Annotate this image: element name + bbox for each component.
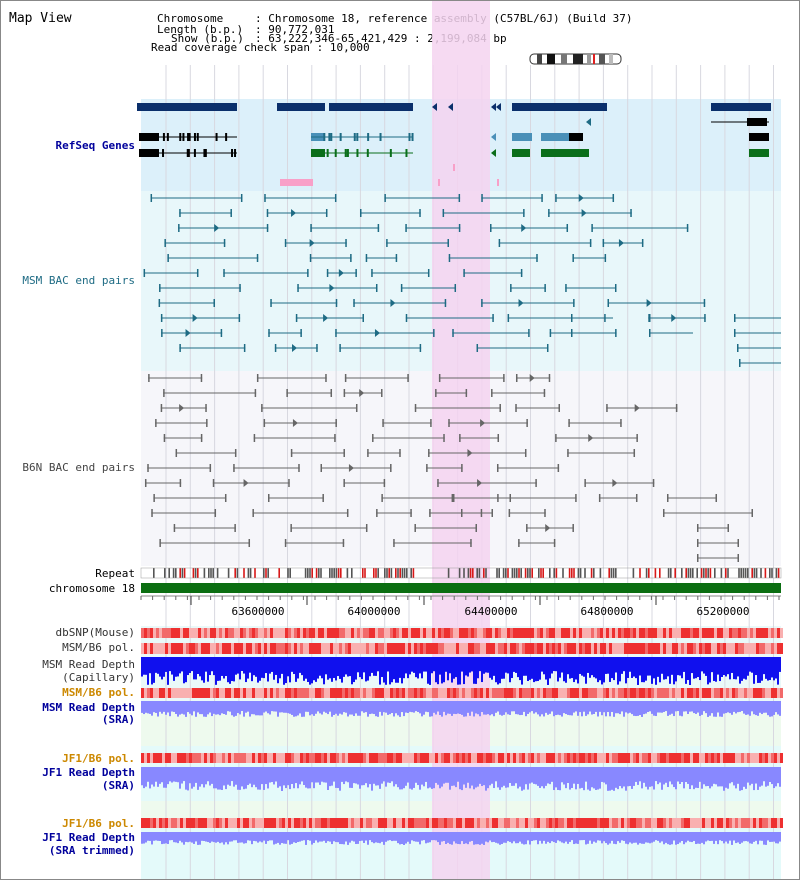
label-jf1-depth-sra-2: (SRA): [101, 779, 135, 792]
exon: [193, 133, 196, 141]
strand-arrow: [711, 103, 716, 111]
exon: [225, 133, 228, 141]
b6n-bac-pairs[interactable]: [144, 374, 753, 562]
gene-span: [277, 103, 325, 111]
pink-feature: [280, 179, 313, 186]
exon: [203, 149, 206, 157]
show-value: 63,222,346-65,421,429 : 2,199,084 bp: [268, 32, 507, 45]
exon: [234, 149, 237, 157]
label-msm-b6-pol-1: MSM/B6 pol.: [62, 641, 135, 654]
label-msm-depth-sra-1: MSM Read Depth: [42, 701, 135, 714]
strand-arrow: [432, 103, 437, 111]
page-title: Map View: [9, 11, 72, 26]
exon: [346, 149, 349, 157]
exon: [344, 149, 347, 157]
exon: [204, 149, 207, 157]
exon: [389, 149, 392, 157]
exon: [328, 133, 331, 141]
label-refseq[interactable]: RefSeq Genes: [55, 139, 135, 152]
exon: [339, 133, 342, 141]
exon: [193, 149, 196, 157]
ruler-tick-label: 63600000: [232, 605, 285, 618]
gene-span: [711, 103, 771, 111]
exon: [326, 149, 329, 157]
length-value: 90,772,031: [268, 23, 335, 36]
label-dbsnp: dbSNP(Mouse): [55, 626, 135, 639]
gene-span: [137, 103, 237, 111]
exon: [215, 133, 218, 141]
exon: [162, 149, 165, 157]
highlight-region: [432, 1, 490, 879]
exon: [187, 149, 190, 157]
label-jf1-depth-trim-1: JF1 Read Depth: [42, 831, 135, 844]
refseq-genes[interactable]: [137, 103, 771, 186]
chromosome-label: Chromosome: [157, 12, 224, 25]
gene-span: [512, 103, 607, 111]
exon: [408, 133, 411, 141]
exon: [179, 133, 182, 141]
exon: [353, 133, 356, 141]
read-depth-tracks[interactable]: [141, 657, 781, 845]
label-jf1-depth-trim-2: (SRA trimmed): [48, 844, 135, 857]
chromosome-bar: [141, 583, 781, 593]
exon: [356, 133, 359, 141]
gene-span: [329, 103, 413, 111]
label-chromosome: chromosome 18: [48, 582, 135, 595]
ruler-tick-label: 64400000: [465, 605, 518, 618]
strand-arrow: [137, 103, 142, 111]
exon: [231, 149, 234, 157]
exon: [334, 149, 337, 157]
strand-arrow: [491, 103, 496, 111]
exon: [162, 133, 165, 141]
ruler-tick-label: 64000000: [348, 605, 401, 618]
length-label: Length (b.p.): [157, 23, 244, 36]
label-msm-bac[interactable]: MSM BAC end pairs: [22, 274, 135, 287]
exon: [367, 133, 370, 141]
label-repeat: Repeat: [95, 567, 135, 580]
label-jf1-depth-sra-1: JF1 Read Depth: [42, 766, 135, 779]
msm-bac-pairs[interactable]: [143, 194, 781, 367]
exon: [187, 133, 190, 141]
exon: [330, 133, 333, 141]
exon: [379, 133, 382, 141]
label-msm-depth-cap-1: MSM Read Depth: [42, 658, 135, 671]
ruler-tick-label: 64800000: [581, 605, 634, 618]
show-label: Show (b.p.): [171, 32, 244, 45]
exon: [166, 133, 169, 141]
label-jf1-b6-pol-2: JF1/B6 pol.: [62, 817, 135, 830]
strand-arrow: [586, 118, 591, 126]
label-msm-b6-pol-2: MSM/B6 pol.: [62, 686, 135, 699]
strand-arrow: [496, 103, 501, 111]
exon: [188, 133, 191, 141]
coverage-label: Read coverage check span: [151, 41, 310, 54]
exon: [186, 149, 189, 157]
exon: [366, 149, 369, 157]
exon: [182, 133, 185, 141]
strand-arrow: [448, 103, 453, 111]
chromosome-ideogram[interactable]: [529, 53, 623, 65]
exon: [323, 133, 326, 141]
exon: [411, 133, 414, 141]
label-msm-depth-cap-2: (Capillary): [62, 671, 135, 684]
label-jf1-b6-pol-1: JF1/B6 pol.: [62, 752, 135, 765]
polymorphism-tracks[interactable]: [141, 628, 783, 828]
label-b6n-bac[interactable]: B6N BAC end pairs: [22, 461, 135, 474]
label-msm-depth-sra-2: (SRA): [101, 713, 135, 726]
exon: [405, 149, 408, 157]
strand-arrow: [512, 103, 517, 111]
position-ruler: 63600000 64000000 64400000 64800000 65200000: [140, 595, 781, 618]
repeat-track[interactable]: [140, 567, 782, 579]
ruler-tick-label: 65200000: [697, 605, 750, 618]
coverage-value: 10,000: [329, 41, 370, 54]
strand-arrow: [277, 103, 282, 111]
exon: [356, 149, 359, 157]
exon: [196, 133, 199, 141]
strand-arrow: [329, 103, 334, 111]
